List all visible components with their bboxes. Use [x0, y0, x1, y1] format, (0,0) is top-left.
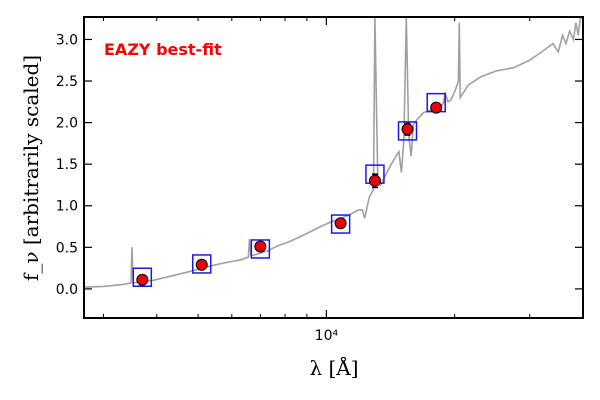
y-tick-label: 0.0 [56, 282, 78, 298]
y-tick-label: 1.5 [56, 157, 78, 173]
x-axis-label: λ [Å] [309, 355, 358, 380]
model-points-layer [132, 92, 446, 288]
ticks-layer: 0.0 0.5 1.0 1.5 2.0 2.5 3.0 10⁴ [56, 17, 584, 344]
y-tick-label: 0.5 [56, 240, 78, 256]
model-flux-square [132, 267, 153, 288]
model-flux-square [191, 254, 212, 274]
model-flux-square [397, 121, 418, 141]
observed-flux-point [334, 217, 347, 230]
observed-flux-point [254, 240, 267, 253]
observed-flux-point [368, 174, 381, 187]
y-axis-label: f_ν [arbitrarily scaled] [19, 55, 43, 281]
observed-flux-point [430, 101, 443, 114]
observed-points-layer [136, 101, 443, 286]
annotation-label: EAZY best-fit [104, 40, 222, 59]
observed-flux-point [195, 258, 208, 271]
model-flux-square [250, 239, 271, 259]
observed-flux-point [401, 123, 414, 136]
x-tick-label: 10⁴ [315, 328, 339, 344]
y-tick-label: 2.5 [56, 74, 78, 90]
observed-flux-point [136, 273, 149, 286]
y-tick-label: 1.0 [56, 199, 78, 215]
y-tick-label: 2.0 [56, 116, 78, 132]
y-tick-label: 3.0 [56, 32, 78, 48]
model-flux-square [330, 214, 351, 234]
plot-frame [83, 16, 584, 319]
template-spectrum-line [83, 16, 584, 288]
template-layer [83, 16, 584, 288]
